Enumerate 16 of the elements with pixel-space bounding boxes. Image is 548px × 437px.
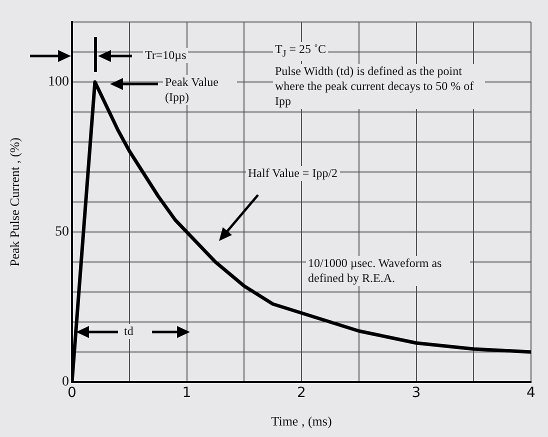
y-tick-label: 0 xyxy=(62,374,69,390)
y-tick-label: 50 xyxy=(55,224,69,240)
x-tick-label: 1 xyxy=(182,385,192,402)
annotation: td xyxy=(122,324,136,339)
annotation: Tr=10µs xyxy=(143,48,188,63)
annotation: Pulse Width (td) is defined as the point where the peak current decays to 50 % of Ipp xyxy=(273,64,485,109)
annotation: 10/1000 µsec. Waveform as defined by R.E.A. xyxy=(306,256,470,286)
x-tick-label: 3 xyxy=(412,385,421,402)
annotation: Half Value = Ipp/2 xyxy=(246,166,340,181)
x-axis-title: Time , (ms) xyxy=(271,414,332,429)
x-tick-label: 2 xyxy=(297,385,306,402)
y-tick-label: 100 xyxy=(48,74,69,90)
x-tick-label: 4 xyxy=(526,385,536,402)
annotation: T$_{J}$ = 25 ˚C xyxy=(273,42,328,62)
annotation: Peak Value (Ipp) xyxy=(163,75,237,105)
y-axis-title: Peak Pulse Current , (%) xyxy=(7,138,22,266)
